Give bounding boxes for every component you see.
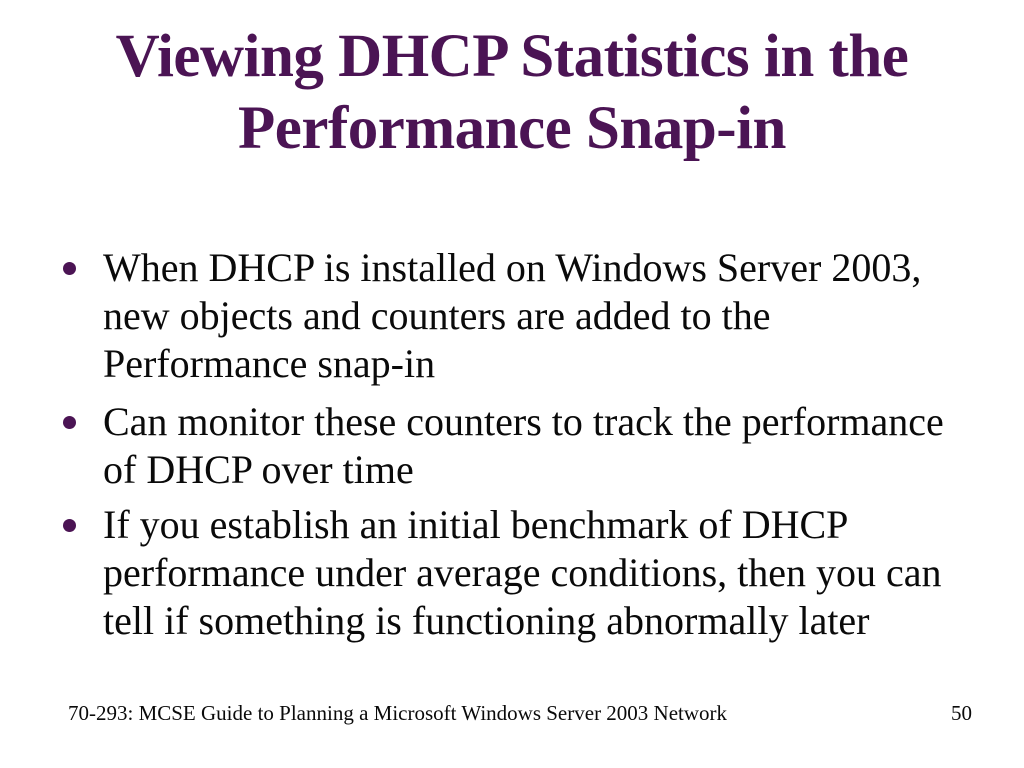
bullet-text-line: performance under average conditions, th… bbox=[103, 550, 942, 595]
bullet-text: If you establish an initial benchmark of… bbox=[103, 501, 972, 645]
bullet-text-line: tell if something is functioning abnorma… bbox=[103, 598, 870, 643]
bullet-text-line: Can monitor these counters to track the … bbox=[103, 399, 944, 444]
slide-title: Viewing DHCP Statistics in the Performan… bbox=[0, 21, 1024, 165]
footer: 70-293: MCSE Guide to Planning a Microso… bbox=[0, 701, 1024, 726]
bullet-dot-icon bbox=[63, 519, 76, 532]
bullet-text: Can monitor these counters to track the … bbox=[103, 398, 972, 494]
bullet-item: If you establish an initial benchmark of… bbox=[62, 501, 972, 645]
bullet-text-line: new objects and counters are added to th… bbox=[103, 293, 771, 338]
bullet-text-line: Performance snap-in bbox=[103, 341, 436, 386]
bullet-item: Can monitor these counters to track the … bbox=[62, 398, 972, 494]
slide-title-line-1: Viewing DHCP Statistics in the bbox=[115, 23, 909, 90]
bullet-text-line: If you establish an initial benchmark of… bbox=[103, 502, 849, 547]
bullet-item: When DHCP is installed on Windows Server… bbox=[62, 244, 972, 388]
bullet-list: When DHCP is installed on Windows Server… bbox=[62, 244, 972, 645]
bullet-text: When DHCP is installed on Windows Server… bbox=[103, 244, 972, 388]
bullet-text-line: When DHCP is installed on Windows Server… bbox=[103, 245, 922, 290]
footer-course-text: 70-293: MCSE Guide to Planning a Microso… bbox=[68, 701, 728, 725]
slide-title-line-2: Performance Snap-in bbox=[238, 95, 786, 162]
bullet-text-line: of DHCP over time bbox=[103, 447, 414, 492]
bullet-dot-icon bbox=[63, 416, 76, 429]
page-number: 50 bbox=[951, 701, 972, 725]
bullet-dot-icon bbox=[63, 262, 76, 275]
